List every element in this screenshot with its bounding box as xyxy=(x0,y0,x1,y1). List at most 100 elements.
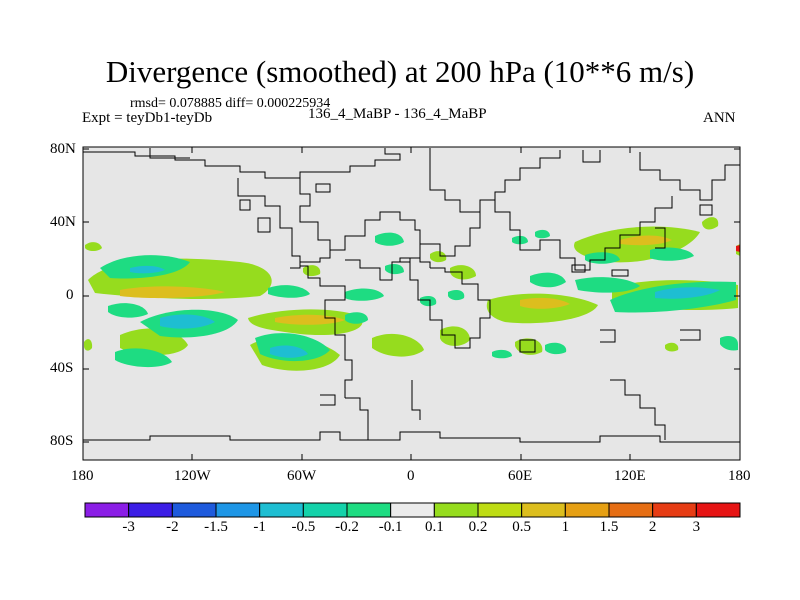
coastline xyxy=(571,264,586,273)
colorbar-label: 2 xyxy=(648,519,657,535)
plot-title: Divergence (smoothed) at 200 hPa (10**6 … xyxy=(105,54,695,89)
lat-label-80n: 80N xyxy=(50,141,76,157)
coastline xyxy=(237,178,332,287)
field-patch xyxy=(375,232,404,246)
field-patch xyxy=(420,296,437,307)
coastline xyxy=(345,397,369,440)
lon-label-60w: 60W xyxy=(287,468,317,484)
field-patch xyxy=(85,242,102,251)
field-patch xyxy=(665,342,679,352)
colorbar-label: 0.1 xyxy=(424,519,444,535)
field-patch xyxy=(585,252,620,264)
colorbar-swatch xyxy=(390,502,435,518)
colorbar-swatch xyxy=(652,502,697,518)
colorbar-label: 0.5 xyxy=(512,519,532,535)
colorbar-swatch xyxy=(128,502,173,518)
stats-label: rmsd= 0.078885 diff= 0.000225934 xyxy=(130,96,331,111)
field-patch xyxy=(430,251,447,263)
colorbar-swatch xyxy=(215,502,261,518)
lon-label-180e: 180 xyxy=(728,468,751,484)
coastline xyxy=(494,196,673,271)
lon-label-120w: 120W xyxy=(174,468,211,484)
field-patch xyxy=(515,338,543,355)
field-patch xyxy=(702,217,719,230)
lon-label-180w: 180 xyxy=(71,468,94,484)
coastline xyxy=(639,152,740,201)
field-patch xyxy=(160,314,215,329)
coastline xyxy=(83,431,740,443)
coastline xyxy=(582,150,601,163)
field-patch xyxy=(530,272,566,288)
coastline xyxy=(149,148,190,159)
field-patch xyxy=(115,348,172,368)
field-patch xyxy=(385,264,404,275)
field-patch xyxy=(655,287,720,299)
coastline xyxy=(680,329,701,341)
colorbar-swatch xyxy=(608,502,654,518)
field-patch xyxy=(492,349,512,359)
colorbar xyxy=(84,502,741,518)
case-label: 136_4_MaBP - 136_4_MaBP xyxy=(308,106,487,122)
colorbar-swatch xyxy=(564,502,610,518)
field-patch xyxy=(303,265,321,277)
field-patch xyxy=(620,235,672,246)
lat-label-40s: 40S xyxy=(50,360,74,376)
x-ticks xyxy=(191,147,631,460)
coastline xyxy=(519,339,536,353)
field-patch xyxy=(270,345,308,358)
field-patch xyxy=(575,277,640,293)
coastline xyxy=(83,148,401,179)
coastline xyxy=(419,212,481,268)
lon-label-120e: 120E xyxy=(614,468,646,484)
colorbar-swatch xyxy=(695,502,741,518)
colorbar-swatch xyxy=(84,502,130,518)
colorbar-label: -3 xyxy=(122,519,135,535)
y-ticks xyxy=(83,148,740,443)
field-patch xyxy=(345,288,384,301)
colorbar-label: 0.2 xyxy=(468,519,488,535)
field-patch xyxy=(520,297,570,309)
field-patch xyxy=(650,247,694,261)
lat-label-80s: 80S xyxy=(50,433,74,449)
field-patch xyxy=(130,265,165,274)
colorbar-label: -0.2 xyxy=(335,519,359,535)
field-patch xyxy=(372,333,424,357)
coastline xyxy=(239,199,251,211)
field-patch xyxy=(736,245,740,252)
field-patch xyxy=(108,303,148,318)
coastline xyxy=(600,329,616,343)
coastline xyxy=(611,269,629,277)
coastline xyxy=(345,258,411,281)
field-patch xyxy=(720,336,738,351)
lon-label-0: 0 xyxy=(407,468,415,484)
field-patch xyxy=(268,285,310,298)
coastline xyxy=(409,262,491,349)
coastline xyxy=(299,178,421,251)
coastline xyxy=(290,240,331,269)
coastlines xyxy=(83,148,740,443)
lon-label-60e: 60E xyxy=(508,468,533,484)
coastline xyxy=(324,285,353,398)
colorbar-label: -0.1 xyxy=(378,519,403,535)
colorbar-swatch xyxy=(171,502,217,518)
coastline xyxy=(699,204,713,216)
field-patch xyxy=(275,314,345,325)
coastline xyxy=(392,248,421,263)
field-patch xyxy=(120,286,225,299)
colorbar-label: -2 xyxy=(166,519,179,535)
field-patch xyxy=(448,290,465,301)
colorbar-label: -0.5 xyxy=(291,519,316,535)
coastline xyxy=(315,183,331,193)
colorbar-label: 1 xyxy=(561,519,570,535)
colorbar-swatch xyxy=(259,502,304,518)
coastline xyxy=(655,227,666,249)
colorbar-swatch xyxy=(346,502,392,518)
season-label: ANN xyxy=(703,110,736,126)
colorbar-label: -1 xyxy=(253,519,266,535)
field-patch xyxy=(535,229,550,239)
colorbar-label: 1.5 xyxy=(599,519,619,535)
coastline xyxy=(610,379,666,440)
field-patch xyxy=(450,265,476,280)
coastline xyxy=(257,217,271,233)
